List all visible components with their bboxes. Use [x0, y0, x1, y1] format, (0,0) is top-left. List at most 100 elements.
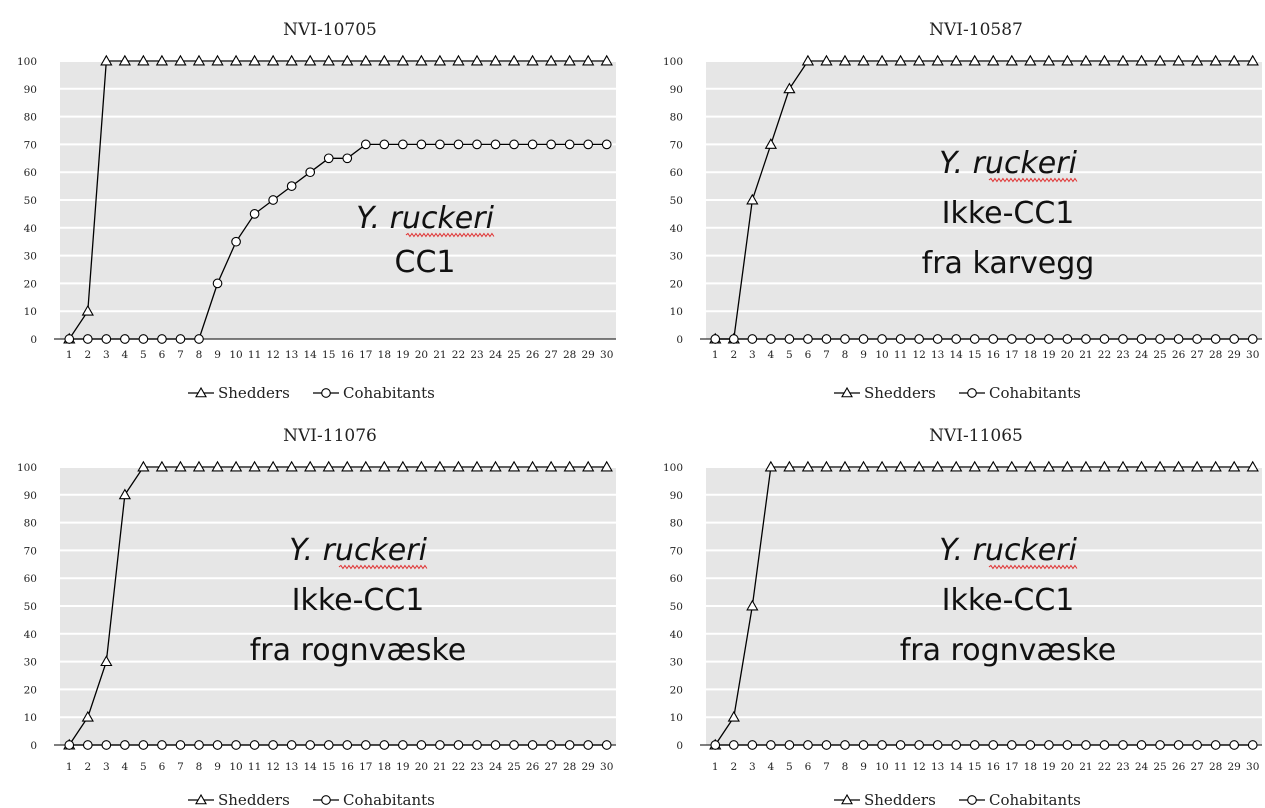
chart-title: NVI-10705 [283, 20, 377, 40]
x-tick-label: 15 [322, 349, 335, 361]
x-tick-label: 21 [1079, 761, 1092, 773]
point-cohabitants [601, 740, 612, 750]
x-tick-label: 18 [1024, 761, 1037, 773]
point-cohabitants [766, 740, 776, 750]
point-shedders [415, 460, 428, 472]
point-cohabitants [305, 740, 316, 750]
point-cohabitants [64, 740, 75, 750]
point-shedders [820, 54, 833, 66]
point-cohabitants [472, 139, 482, 150]
point-cohabitants [877, 740, 887, 750]
point-shedders [1061, 54, 1074, 66]
legend-marker [967, 795, 977, 805]
point-cohabitants [194, 334, 204, 344]
point-shedders [1153, 54, 1167, 66]
point-shedders [1190, 54, 1204, 66]
x-tick-label: 23 [1116, 761, 1129, 773]
chart-title: NVI-11065 [929, 426, 1023, 446]
point-shedders [248, 460, 261, 472]
point-shedders [118, 54, 132, 66]
point-cohabitants [1155, 334, 1165, 344]
point-shedders [931, 54, 944, 66]
point-cohabitants [175, 334, 186, 344]
point-cohabitants [564, 139, 575, 150]
point-cohabitants [1136, 740, 1147, 750]
point-cohabitants [398, 740, 408, 750]
x-tick-label: 20 [415, 761, 428, 773]
x-tick-label: 2 [730, 349, 737, 361]
point-shedders [857, 54, 870, 66]
point-cohabitants [360, 740, 371, 750]
x-tick-label: 21 [433, 349, 446, 361]
point-shedders [322, 460, 335, 472]
y-tick-label: 40 [24, 629, 37, 641]
x-tick-label: 11 [894, 761, 907, 773]
x-tick-label: 4 [768, 761, 775, 773]
point-shedders [894, 54, 907, 66]
y-tick-label: 30 [24, 657, 37, 669]
y-tick-label: 40 [24, 223, 37, 235]
point-shedders [1246, 460, 1259, 472]
x-tick-label: 12 [266, 349, 279, 361]
x-tick-label: 9 [860, 761, 867, 773]
point-shedders [764, 138, 778, 149]
y-tick-label: 20 [670, 684, 683, 696]
point-cohabitants [932, 334, 943, 344]
annotation-line: fra karvegg [922, 246, 1095, 281]
x-tick-label: 10 [875, 761, 888, 773]
point-shedders [838, 460, 852, 472]
point-shedders [875, 460, 889, 472]
x-tick-label: 19 [396, 761, 409, 773]
point-cohabitants [1081, 740, 1091, 750]
point-cohabitants [564, 740, 575, 750]
point-cohabitants [546, 139, 556, 150]
point-cohabitants [212, 278, 223, 289]
x-tick-label: 15 [968, 761, 981, 773]
annotation-species: Y. ruckeri [939, 533, 1078, 568]
y-tick-label: 50 [670, 601, 683, 613]
point-cohabitants [82, 740, 93, 750]
point-cohabitants [1155, 740, 1165, 750]
x-tick-label: 6 [159, 349, 166, 361]
point-cohabitants [766, 334, 776, 344]
point-cohabitants [858, 334, 869, 344]
legend-marker [967, 388, 977, 398]
point-cohabitants [877, 334, 887, 344]
annotation-species: Y. ruckeri [939, 146, 1078, 181]
point-cohabitants [1229, 740, 1240, 750]
point-shedders [81, 710, 94, 722]
y-tick-label: 40 [670, 629, 683, 641]
x-tick-label: 9 [860, 349, 867, 361]
point-shedders [285, 460, 298, 472]
annotation-species: Y. ruckeri [289, 533, 428, 568]
point-shedders [801, 460, 815, 472]
y-tick-label: 70 [24, 139, 37, 151]
x-tick-label: 26 [1172, 761, 1186, 773]
y-tick-label: 70 [24, 545, 37, 557]
point-shedders [322, 54, 335, 66]
x-tick-label: 25 [507, 349, 520, 361]
point-shedders [396, 460, 410, 472]
point-shedders [100, 54, 113, 66]
point-cohabitants [601, 139, 612, 150]
point-shedders [820, 460, 833, 472]
point-cohabitants [988, 740, 999, 750]
point-shedders [137, 54, 150, 66]
point-cohabitants [1192, 334, 1202, 344]
y-tick-label: 20 [670, 278, 683, 290]
point-shedders [1153, 460, 1167, 472]
point-cohabitants [435, 740, 445, 750]
point-cohabitants [803, 334, 813, 344]
point-cohabitants [1062, 740, 1073, 750]
point-cohabitants [1247, 334, 1258, 344]
x-tick-label: 27 [1190, 761, 1203, 773]
point-cohabitants [1044, 740, 1054, 750]
point-shedders [1098, 460, 1111, 472]
x-tick-label: 23 [470, 349, 483, 361]
point-shedders [1079, 460, 1093, 472]
point-cohabitants [509, 740, 519, 750]
